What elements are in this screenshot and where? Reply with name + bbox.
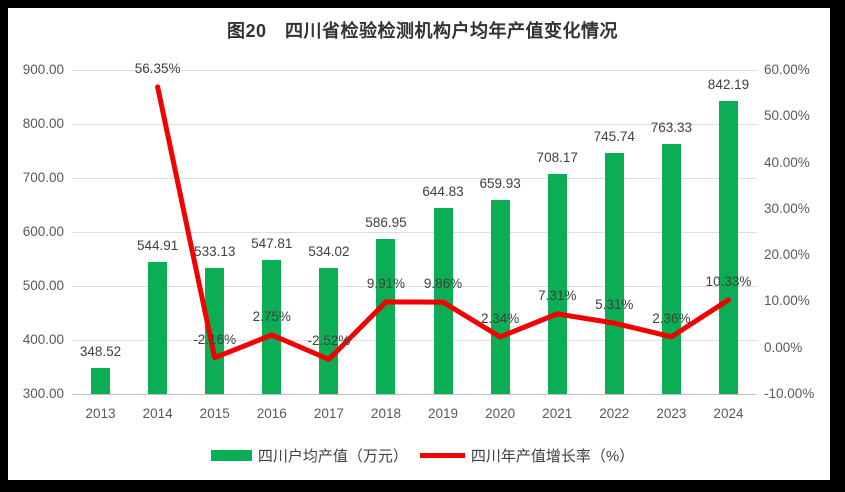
bar <box>547 173 567 394</box>
x-axis-year-label: 2021 <box>542 406 573 421</box>
gridline <box>72 231 757 233</box>
line-value-label: 2.36% <box>652 310 691 326</box>
y-axis-left-label: 700.00 <box>22 170 64 185</box>
y-axis-left-label: 400.00 <box>22 332 64 347</box>
y-axis-right-label: 50.00% <box>764 108 810 124</box>
y-axis-right-label: 60.00% <box>764 62 810 77</box>
line-value-label: -2.52% <box>307 333 351 349</box>
line-value-label: 7.31% <box>538 287 577 303</box>
x-axis-year-label: 2013 <box>85 406 116 421</box>
bar-value-label: 708.17 <box>536 149 578 165</box>
legend: 四川户均产值（万元） 四川年产值增长率（%） <box>0 445 845 466</box>
x-axis-year-label: 2017 <box>313 406 344 421</box>
bar-value-label: 544.91 <box>136 237 179 253</box>
bar <box>262 260 282 394</box>
legend-label-line-series: 四川年产值增长率（%） <box>470 448 635 465</box>
y-axis-right-label: 40.00% <box>764 154 810 170</box>
gridline <box>72 177 757 179</box>
bar <box>319 267 339 394</box>
gridline <box>72 339 757 341</box>
bar <box>604 153 624 394</box>
bar-value-label: 348.52 <box>79 343 122 359</box>
bar-value-label: 586.95 <box>365 215 407 231</box>
line-value-label: 2.75% <box>252 308 291 324</box>
y-axis-left-label: 800.00 <box>22 116 64 131</box>
y-axis-left-label: 300.00 <box>22 386 64 401</box>
line-value-label: 9.91% <box>366 275 406 291</box>
bar <box>433 207 453 394</box>
gridline <box>72 285 757 287</box>
line-series-swatch-icon <box>419 453 465 458</box>
x-axis-year-label: 2020 <box>485 406 516 421</box>
y-axis-right-label: 10.00% <box>764 293 810 309</box>
bar <box>661 143 681 394</box>
bar-value-label: 763.33 <box>650 119 693 135</box>
legend-item-bar-series: 四川户均产值（万元） <box>210 445 408 466</box>
bar-series-swatch-icon <box>210 450 252 461</box>
y-axis-right-label: 0.00% <box>764 339 803 355</box>
bar-value-label: 644.83 <box>422 183 464 199</box>
line-value-label: 10.33% <box>705 273 752 289</box>
bar <box>718 101 738 394</box>
x-axis-year-label: 2014 <box>142 406 173 421</box>
line-value-label: 2.34% <box>480 310 520 326</box>
x-axis-year-label: 2016 <box>256 406 287 421</box>
y-axis-left-label: 500.00 <box>22 278 64 293</box>
bar-value-label: 534.02 <box>308 243 350 259</box>
y-axis-right-label: 30.00% <box>764 200 810 216</box>
bar-value-label: 547.81 <box>251 236 293 252</box>
x-axis-year-label: 2018 <box>370 406 401 421</box>
bar-value-label: 842.19 <box>707 77 750 93</box>
bar-value-label: 745.74 <box>593 129 635 145</box>
line-value-label: 56.35% <box>134 60 181 76</box>
y-axis-left-label: 600.00 <box>22 224 64 239</box>
bar <box>376 239 396 394</box>
x-axis-year-label: 2023 <box>656 406 687 421</box>
x-axis-year-label: 2022 <box>599 406 630 421</box>
bar-value-label: 533.13 <box>194 244 236 260</box>
bar-value-label: 659.93 <box>479 175 521 191</box>
line-value-label: 5.31% <box>595 297 634 313</box>
bar <box>148 261 168 394</box>
line-value-label: 9.86% <box>423 276 463 292</box>
x-axis-year-label: 2015 <box>199 406 230 421</box>
bar <box>91 367 111 394</box>
bar <box>490 199 510 394</box>
x-axis-year-label: 2024 <box>713 406 744 421</box>
x-axis-line <box>72 393 757 395</box>
y-axis-right-label: 20.00% <box>764 247 810 263</box>
x-axis-year-label: 2019 <box>428 406 459 421</box>
y-axis-right-label: -10.00% <box>764 386 815 401</box>
y-axis-left-label: 900.00 <box>22 62 64 77</box>
line-value-label: -2.16% <box>193 331 237 347</box>
legend-label-bar-series: 四川户均产值（万元） <box>257 448 408 465</box>
chart-title: 图20 四川省检验检测机构户均年产值变化情况 <box>226 21 619 41</box>
gridline <box>72 69 757 71</box>
legend-item-line-series: 四川年产值增长率（%） <box>419 445 635 466</box>
